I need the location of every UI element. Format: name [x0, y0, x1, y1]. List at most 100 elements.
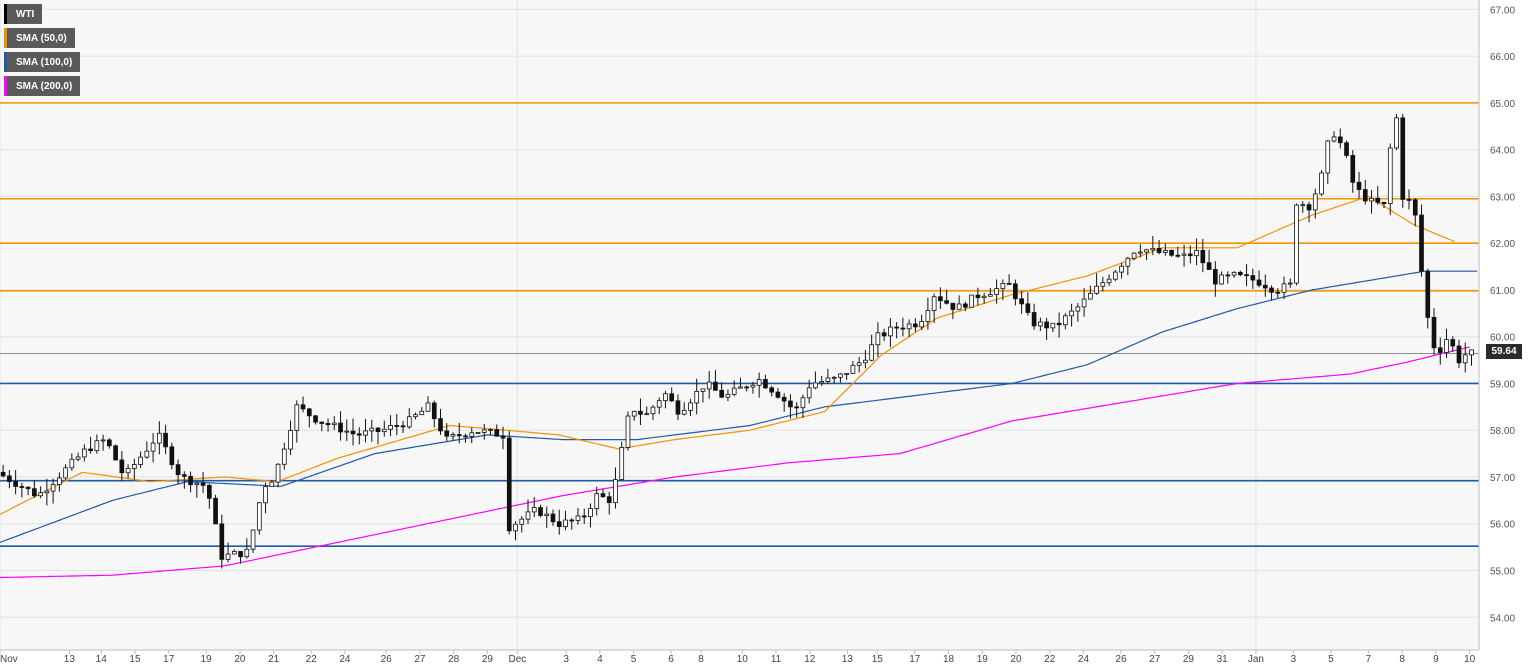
- candle-body: [113, 445, 118, 461]
- y-tick-label: 57.00: [1490, 473, 1515, 484]
- candle-body: [256, 502, 262, 531]
- candle-body: [575, 515, 581, 521]
- candle-body: [450, 434, 456, 437]
- candle-body: [263, 486, 268, 504]
- candle-body: [919, 321, 924, 328]
- candle-body: [156, 432, 162, 444]
- candle-body: [1094, 285, 1099, 294]
- candle-body: [1200, 249, 1206, 264]
- candle-body: [1375, 197, 1381, 203]
- candle-body: [44, 490, 50, 494]
- candle-body: [1406, 199, 1412, 201]
- candle-body: [844, 373, 849, 375]
- candle-body: [281, 448, 287, 465]
- x-tick-label: 4: [597, 654, 603, 665]
- candle-body: [250, 529, 256, 550]
- x-tick-label: 13: [842, 654, 854, 665]
- x-tick-label: 17: [163, 654, 175, 665]
- legend-label: SMA (50,0): [16, 32, 67, 44]
- candle-body: [1244, 274, 1249, 277]
- candle-body: [688, 402, 693, 411]
- candle-body: [1019, 298, 1024, 305]
- candle-body: [200, 482, 206, 486]
- candle-body: [781, 396, 787, 402]
- candle-body: [656, 400, 662, 408]
- y-tick-label: 63.00: [1490, 192, 1515, 203]
- candle-body: [806, 387, 812, 399]
- legend-item-sma50[interactable]: SMA (50,0): [4, 28, 75, 48]
- candle-body: [50, 484, 56, 492]
- candle-body: [38, 492, 43, 497]
- candle-body: [0, 471, 6, 477]
- candle-body: [1063, 315, 1068, 326]
- x-tick-label: 26: [1115, 654, 1127, 665]
- candle-body: [363, 430, 368, 436]
- candle-body: [57, 477, 62, 485]
- candle-body: [306, 408, 312, 417]
- candle-body: [788, 400, 793, 408]
- candle-body: [88, 448, 93, 451]
- candle-body: [1219, 274, 1224, 285]
- candle-body: [894, 326, 899, 329]
- candle-body: [225, 553, 231, 560]
- x-tick-label: 7: [1366, 654, 1372, 665]
- candle-body: [1194, 249, 1199, 257]
- sma-50-line: [0, 195, 1455, 515]
- candle-body: [569, 519, 575, 522]
- x-tick-label: 3: [563, 654, 569, 665]
- candle-body: [13, 481, 18, 487]
- candle-body: [1387, 147, 1393, 205]
- candle-body: [388, 425, 393, 430]
- candle-body: [1394, 117, 1399, 149]
- candle-body: [800, 397, 806, 409]
- x-tick-label: 15: [129, 654, 141, 665]
- candle-body: [400, 425, 406, 428]
- candle-body: [238, 551, 243, 558]
- candle-body: [394, 425, 400, 427]
- x-tick-label: 13: [64, 654, 76, 665]
- candle-body: [138, 456, 143, 465]
- candle-body: [1319, 172, 1324, 195]
- candle-body: [494, 429, 500, 437]
- candle-body: [1419, 214, 1424, 272]
- x-tick-label: 17: [909, 654, 921, 665]
- candle-body: [463, 435, 468, 438]
- y-tick-label: 64.00: [1490, 146, 1515, 157]
- candle-body: [819, 381, 825, 384]
- candle-body: [169, 446, 175, 466]
- candle-body: [1237, 271, 1243, 276]
- candle-body: [181, 474, 187, 477]
- legend-item-wti[interactable]: WTI: [4, 4, 43, 24]
- candle-body: [925, 310, 931, 322]
- y-tick-label: 67.00: [1490, 5, 1515, 16]
- candle-body: [744, 386, 750, 389]
- candle-body: [1013, 283, 1018, 300]
- candle-body: [1369, 197, 1374, 202]
- moving-averages: [0, 195, 1478, 579]
- candle-body: [625, 415, 631, 448]
- legend-swatch: [4, 52, 7, 72]
- legend-item-sma200[interactable]: SMA (200,0): [4, 76, 81, 96]
- candle-body: [475, 432, 481, 434]
- candle-body: [7, 475, 12, 482]
- candle-body: [375, 427, 381, 433]
- candle-body: [613, 479, 618, 503]
- candle-body: [525, 511, 531, 520]
- candle-body: [425, 402, 431, 412]
- candle-body: [1137, 251, 1143, 254]
- candle-body: [994, 288, 999, 295]
- y-tick-label: 59.00: [1490, 379, 1515, 390]
- candle-body: [1231, 271, 1237, 276]
- candle-body: [638, 410, 643, 415]
- candle-body: [850, 364, 856, 374]
- legend-item-sma100[interactable]: SMA (100,0): [4, 52, 81, 72]
- candle-body: [275, 463, 281, 483]
- candle-body: [1044, 321, 1049, 329]
- candle-body: [94, 440, 100, 451]
- candle-body: [1312, 193, 1318, 211]
- candle-body: [831, 376, 837, 379]
- candle-body: [906, 323, 912, 330]
- candle-body: [338, 422, 343, 433]
- legend: WTI SMA (50,0) SMA (100,0) SMA (200,0): [4, 4, 81, 100]
- y-tick-label: 54.00: [1490, 613, 1515, 624]
